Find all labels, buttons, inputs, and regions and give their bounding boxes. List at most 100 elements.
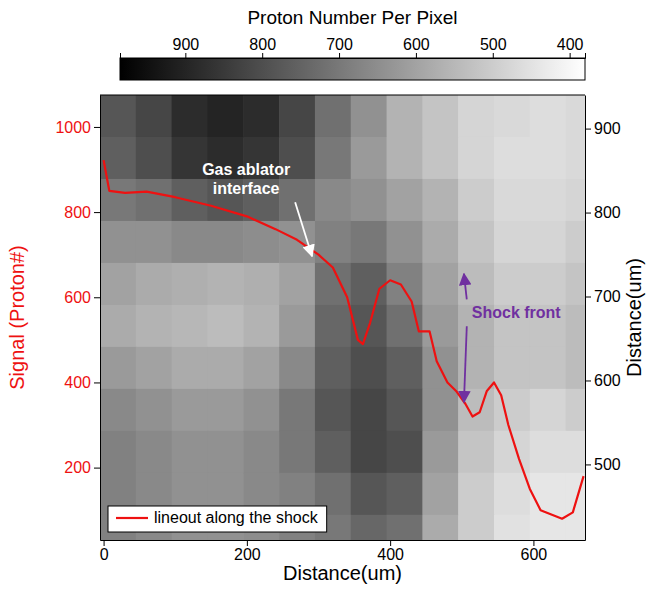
heatmap-cell — [494, 137, 530, 180]
heatmap-cell — [136, 179, 172, 222]
heatmap-cell — [243, 263, 279, 306]
tick-label: 400 — [64, 374, 91, 391]
tick-mark — [247, 540, 248, 546]
heatmap-cell — [387, 431, 423, 474]
heatmap-cell — [458, 137, 494, 180]
heatmap-cell — [458, 473, 494, 516]
axis-title: Signal (Proton#) — [6, 245, 28, 390]
heatmap-cell — [136, 263, 172, 306]
heatmap-cell — [387, 263, 423, 306]
heatmap-cell — [136, 431, 172, 474]
heatmap-cell — [530, 179, 566, 222]
heatmap-cell — [387, 95, 423, 138]
tick: 200 — [64, 459, 100, 476]
tick-mark — [104, 540, 105, 546]
heatmap-cell — [422, 95, 458, 138]
heatmap-cell — [136, 221, 172, 264]
tick-mark — [94, 382, 100, 383]
heatmap-cell — [315, 389, 351, 432]
tick-mark — [585, 380, 591, 381]
heatmap-cell — [494, 515, 530, 540]
colorbar-title: Proton Number Per Pixel — [247, 7, 457, 28]
tick: 800 — [249, 36, 276, 58]
heatmap-cell — [243, 431, 279, 474]
axis-line — [100, 96, 101, 541]
heatmap-cell — [387, 221, 423, 264]
tick: 1000 — [55, 119, 100, 136]
tick-label: 800 — [594, 204, 621, 221]
tick: 500 — [480, 36, 507, 58]
heatmap-cell — [566, 347, 585, 390]
tick-label: 700 — [594, 288, 621, 305]
tick: 400 — [557, 36, 584, 58]
tick-mark — [533, 540, 534, 546]
heatmap-cell — [387, 137, 423, 180]
tick-mark — [585, 213, 591, 214]
heatmap-cell — [422, 263, 458, 306]
axis-line — [101, 540, 586, 541]
tick-label: 600 — [594, 372, 621, 389]
heatmap-cell — [566, 263, 585, 306]
tick: 0 — [100, 540, 109, 563]
heatmap-cell — [494, 221, 530, 264]
tick-label: 500 — [480, 36, 507, 53]
heatmap-cell — [566, 221, 585, 264]
heatmap-cell — [100, 263, 136, 306]
tick: 700 — [585, 288, 621, 305]
tick: 400 — [64, 374, 100, 391]
heatmap-cell — [422, 515, 458, 540]
heatmap-cell — [530, 389, 566, 432]
tick: 600 — [521, 540, 548, 563]
heatmap-cell — [351, 263, 387, 306]
heatmap-cell — [566, 389, 585, 432]
heatmap-cell — [530, 137, 566, 180]
heatmap-cell — [207, 305, 243, 348]
heatmap-cell — [530, 431, 566, 474]
tick: 200 — [234, 540, 261, 563]
tick-mark — [416, 53, 417, 58]
heatmap-cell — [207, 221, 243, 264]
heatmap-cell — [351, 389, 387, 432]
heatmap-cell — [172, 347, 208, 390]
heatmap-cell — [172, 389, 208, 432]
axis: 0200400600 — [100, 540, 586, 563]
heatmap-cell — [422, 221, 458, 264]
heatmap-cell — [494, 389, 530, 432]
heatmap-cell — [566, 515, 585, 540]
heatmap-cell — [422, 473, 458, 516]
annotation-arrow — [464, 326, 467, 402]
tick: 800 — [585, 204, 621, 221]
axis-line — [585, 96, 586, 541]
heatmap-cell — [207, 389, 243, 432]
heatmap-cell — [351, 431, 387, 474]
heatmap-cell — [243, 347, 279, 390]
heatmap-cell — [172, 305, 208, 348]
heatmap-cell — [422, 431, 458, 474]
heatmap-cell — [351, 95, 387, 138]
heatmap-cell — [100, 95, 136, 138]
heatmap-cell — [279, 221, 315, 264]
heatmap-cell — [243, 389, 279, 432]
heatmap-cell — [136, 305, 172, 348]
heatmap-cell — [279, 305, 315, 348]
axis-title: Distance(um) — [283, 562, 402, 584]
heatmap-cell — [100, 431, 136, 474]
heatmap-cell — [315, 137, 351, 180]
plot-area — [100, 95, 585, 540]
data-line — [104, 160, 584, 519]
heatmap-cell — [422, 305, 458, 348]
tick-label: 200 — [64, 459, 91, 476]
annotation-arrow — [464, 274, 467, 299]
heatmap-cell — [387, 347, 423, 390]
heatmap-cell — [458, 95, 494, 138]
heatmap-cell — [494, 263, 530, 306]
heatmap-cell — [530, 347, 566, 390]
heatmap-cell — [315, 95, 351, 138]
heatmap-cell — [566, 179, 585, 222]
tick-mark — [262, 53, 263, 58]
heatmap-cell — [136, 347, 172, 390]
heatmap-cell — [100, 347, 136, 390]
tick-mark — [94, 468, 100, 469]
heatmap-cell — [279, 347, 315, 390]
heatmap-cell — [566, 431, 585, 474]
